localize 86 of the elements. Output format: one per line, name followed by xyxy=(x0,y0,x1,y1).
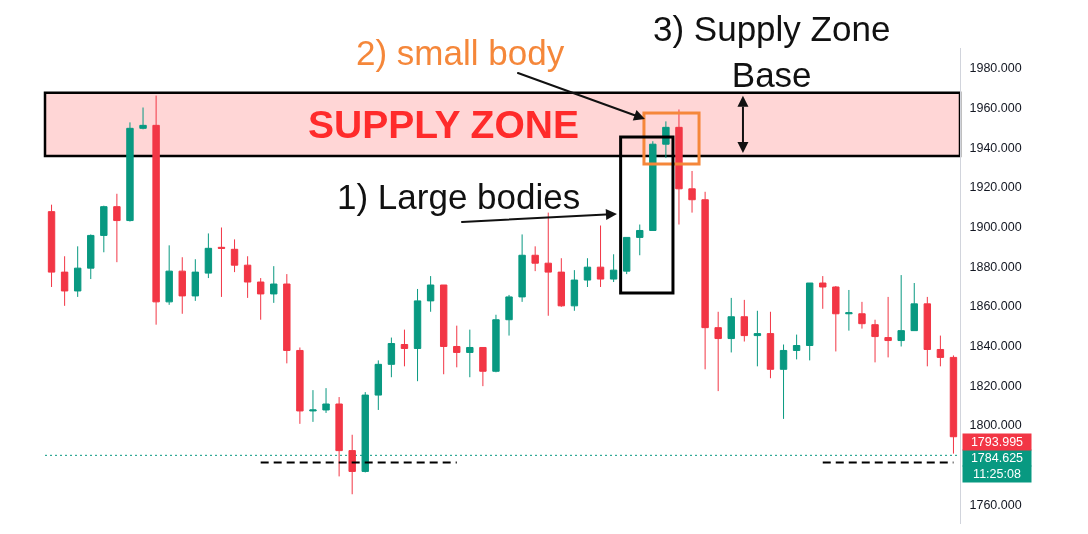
candlestick xyxy=(217,226,226,298)
candlestick xyxy=(60,255,69,307)
candlestick xyxy=(453,325,461,368)
candlestick xyxy=(439,284,448,375)
candlestick xyxy=(531,245,539,272)
y-tick-label: 1840.000 xyxy=(969,338,1022,353)
candlestick xyxy=(505,294,513,337)
candlestick xyxy=(230,238,239,273)
candlestick xyxy=(204,232,213,279)
candlestick xyxy=(727,297,735,353)
candlestick xyxy=(819,275,827,310)
candlestick xyxy=(387,337,396,378)
candlestick xyxy=(191,258,200,302)
candlestick xyxy=(87,233,95,280)
candlestick xyxy=(845,289,853,332)
candlestick xyxy=(544,212,552,317)
candlestick xyxy=(139,107,147,130)
candlestick xyxy=(256,277,265,321)
candlestick xyxy=(936,335,945,367)
y-tick-label: 1860.000 xyxy=(969,299,1022,314)
candlestick xyxy=(296,346,304,425)
candlestick xyxy=(479,346,487,387)
candlestick xyxy=(779,344,788,420)
candlestick xyxy=(322,387,330,414)
candlestick xyxy=(622,236,631,275)
y-tick-label: 1880.000 xyxy=(969,259,1022,274)
candlestick xyxy=(570,269,579,312)
candlestick xyxy=(766,311,775,379)
y-tick-label: 1800.000 xyxy=(969,418,1022,433)
candlestick xyxy=(492,314,500,373)
candlestick xyxy=(701,191,709,370)
annotation: 3) Supply Zone Base xyxy=(653,9,891,94)
candlestick xyxy=(609,253,618,283)
y-tick-label: 1820.000 xyxy=(969,378,1022,393)
candlestick xyxy=(596,225,605,288)
candlestick xyxy=(518,233,526,303)
candlestick xyxy=(897,274,905,347)
candlestick xyxy=(348,434,356,495)
candlestick xyxy=(675,108,683,226)
candlestick xyxy=(910,282,918,332)
y-tick-label: 1940.000 xyxy=(969,140,1022,155)
candlestick xyxy=(152,95,160,326)
candlestick xyxy=(884,296,892,358)
candlestick xyxy=(557,257,566,308)
band-label: SUPPLY ZONE xyxy=(308,103,579,146)
candlestick xyxy=(792,334,801,360)
candlestick xyxy=(165,244,173,306)
y-tick-label: 1920.000 xyxy=(969,180,1022,195)
candlestick xyxy=(178,256,186,315)
candlestick xyxy=(923,296,932,367)
candlestick xyxy=(871,319,879,363)
candlestick xyxy=(649,140,657,231)
candlestick xyxy=(636,224,644,256)
candlestick xyxy=(400,329,409,367)
annotation: 2) small body xyxy=(356,33,565,72)
candlestick xyxy=(335,396,343,477)
candlestick xyxy=(100,205,108,253)
candlestick xyxy=(832,285,840,352)
candlestick xyxy=(413,288,422,382)
y-tick-label: 1980.000 xyxy=(969,61,1022,76)
candlestick xyxy=(47,204,56,288)
candlestick xyxy=(688,170,696,214)
candlestick xyxy=(309,389,317,423)
candlestick xyxy=(283,273,291,364)
y-tick-label: 1760.000 xyxy=(969,497,1022,512)
candlestick xyxy=(858,301,866,330)
candlestick xyxy=(374,359,383,411)
candlestick xyxy=(113,193,121,263)
candlestick xyxy=(805,282,814,361)
y-tick-label: 1960.000 xyxy=(969,100,1022,115)
y-tick-label: 1900.000 xyxy=(969,219,1022,234)
candlestick xyxy=(126,121,134,223)
candlestick xyxy=(740,299,749,343)
candlestick xyxy=(949,354,958,455)
candlestick xyxy=(73,245,82,298)
candlestick xyxy=(270,265,278,304)
text: 1793.995 xyxy=(970,435,1024,449)
candlestick xyxy=(714,311,722,392)
annotation: 1) Large bodies xyxy=(337,177,581,216)
candlestick xyxy=(426,275,435,313)
ref-line-label: 1784.625 xyxy=(970,451,1024,465)
candlestick xyxy=(243,255,252,299)
text: 11:25:08 xyxy=(973,467,1021,481)
candlestick xyxy=(753,310,762,367)
candlestick xyxy=(466,329,474,378)
candlestick xyxy=(583,257,592,288)
